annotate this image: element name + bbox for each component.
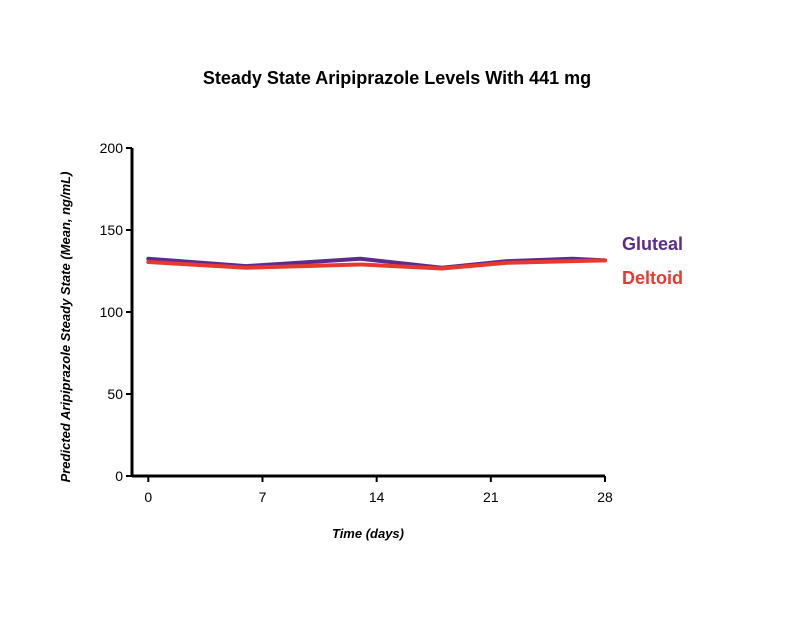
x-tick-label: 14	[369, 489, 385, 505]
x-axis-label: Time (days)	[332, 526, 404, 541]
chart-title: Steady State Aripiprazole Levels With 44…	[203, 68, 591, 88]
series-line-deltoid	[146, 258, 607, 271]
y-tick-label: 0	[115, 468, 123, 484]
y-axis-label: Predicted Aripiprazole Steady State (Mea…	[58, 172, 73, 483]
x-tick-label: 0	[144, 489, 152, 505]
x-tick-label: 7	[259, 489, 267, 505]
x-tick-label: 28	[597, 489, 613, 505]
y-tick-label: 150	[100, 222, 124, 238]
y-axis-ticks: 0 50 100 150 200	[100, 140, 132, 484]
x-axis-ticks: 0 7 14 21 28	[144, 476, 613, 505]
y-tick-label: 200	[100, 140, 124, 156]
series-label-gluteal: Gluteal	[622, 234, 683, 254]
y-tick-label: 50	[107, 386, 123, 402]
series-labels: Gluteal Deltoid	[622, 234, 683, 288]
x-tick-label: 21	[483, 489, 499, 505]
series-lines	[146, 256, 607, 271]
series-label-deltoid: Deltoid	[622, 268, 683, 288]
y-tick-label: 100	[100, 304, 124, 320]
